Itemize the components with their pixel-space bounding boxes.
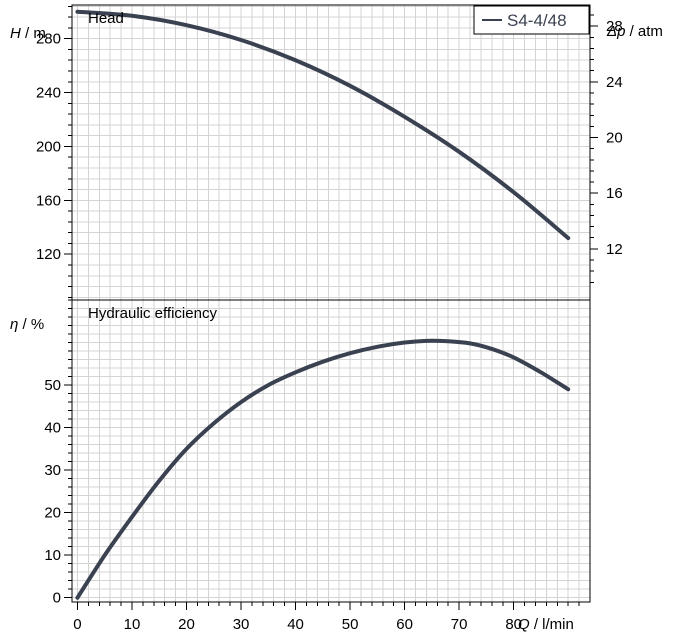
legend: S4-4/48 bbox=[473, 5, 590, 35]
y-tick-label: 50 bbox=[44, 377, 61, 394]
legend-entry: S4-4/48 bbox=[507, 11, 567, 30]
y-axis-label-bottom: η / % bbox=[10, 316, 44, 333]
y-tick-label: 160 bbox=[36, 192, 61, 209]
y-axis-label-top: H / m bbox=[10, 25, 46, 42]
x-tick-label: 40 bbox=[287, 616, 304, 633]
y2-axis-label-unit: / atm bbox=[625, 23, 663, 40]
x-axis-label-unit: / l/min bbox=[530, 616, 574, 633]
y-tick-label: 40 bbox=[44, 420, 61, 437]
x-tick-label: 0 bbox=[73, 616, 81, 633]
panel-title-top: Head bbox=[88, 10, 124, 27]
plot-frame bbox=[71, 299, 591, 603]
y2-tick-label: 12 bbox=[606, 241, 623, 258]
y-tick-label: 240 bbox=[36, 85, 61, 102]
panel-bottom: 0 10 20 30 40 50 Hydraulic efficiency bbox=[44, 299, 591, 607]
x-tick-label: 70 bbox=[451, 616, 468, 633]
x-tick-label: 60 bbox=[396, 616, 413, 633]
y-tick-label: 120 bbox=[36, 246, 61, 263]
x-tick-label: 50 bbox=[342, 616, 359, 633]
x-tick-label: 30 bbox=[233, 616, 250, 633]
y-axis-label-bottom-unit: / % bbox=[18, 316, 44, 333]
y-tick-label: 280 bbox=[36, 31, 61, 48]
y-tick-label: 10 bbox=[44, 547, 61, 564]
y2-tick-label: 16 bbox=[606, 185, 623, 202]
panel-top: 120 160 200 240 280 Head bbox=[36, 4, 591, 301]
y2-tick-label: 24 bbox=[606, 74, 623, 91]
y-tick-label: 200 bbox=[36, 138, 61, 155]
y-tick-label: 0 bbox=[53, 590, 61, 607]
panel-title-bottom: Hydraulic efficiency bbox=[88, 305, 217, 322]
x-axis-label: Q / l/min bbox=[518, 616, 574, 633]
x-axis-label-variable: Q bbox=[518, 616, 530, 633]
y2-tick-label: 28 bbox=[606, 18, 623, 35]
y-axis-label-top-unit: / m bbox=[21, 25, 46, 42]
y2-tick-label: 20 bbox=[606, 130, 623, 147]
y-axis-label-bottom-variable: η bbox=[10, 316, 18, 333]
y-axis-label-top-variable: H bbox=[10, 25, 21, 42]
x-tick-label: 10 bbox=[124, 616, 141, 633]
y2-axis-label-variable: Δp bbox=[606, 23, 625, 40]
series-line-bottom bbox=[75, 338, 571, 600]
y2-axis-label: Δp / atm bbox=[606, 23, 663, 40]
x-tick-label: 80 bbox=[505, 616, 522, 633]
series-line-top bbox=[75, 9, 571, 241]
y-tick-label: 30 bbox=[44, 462, 61, 479]
y-tick-label: 20 bbox=[44, 505, 61, 522]
x-tick-label: 20 bbox=[178, 616, 195, 633]
